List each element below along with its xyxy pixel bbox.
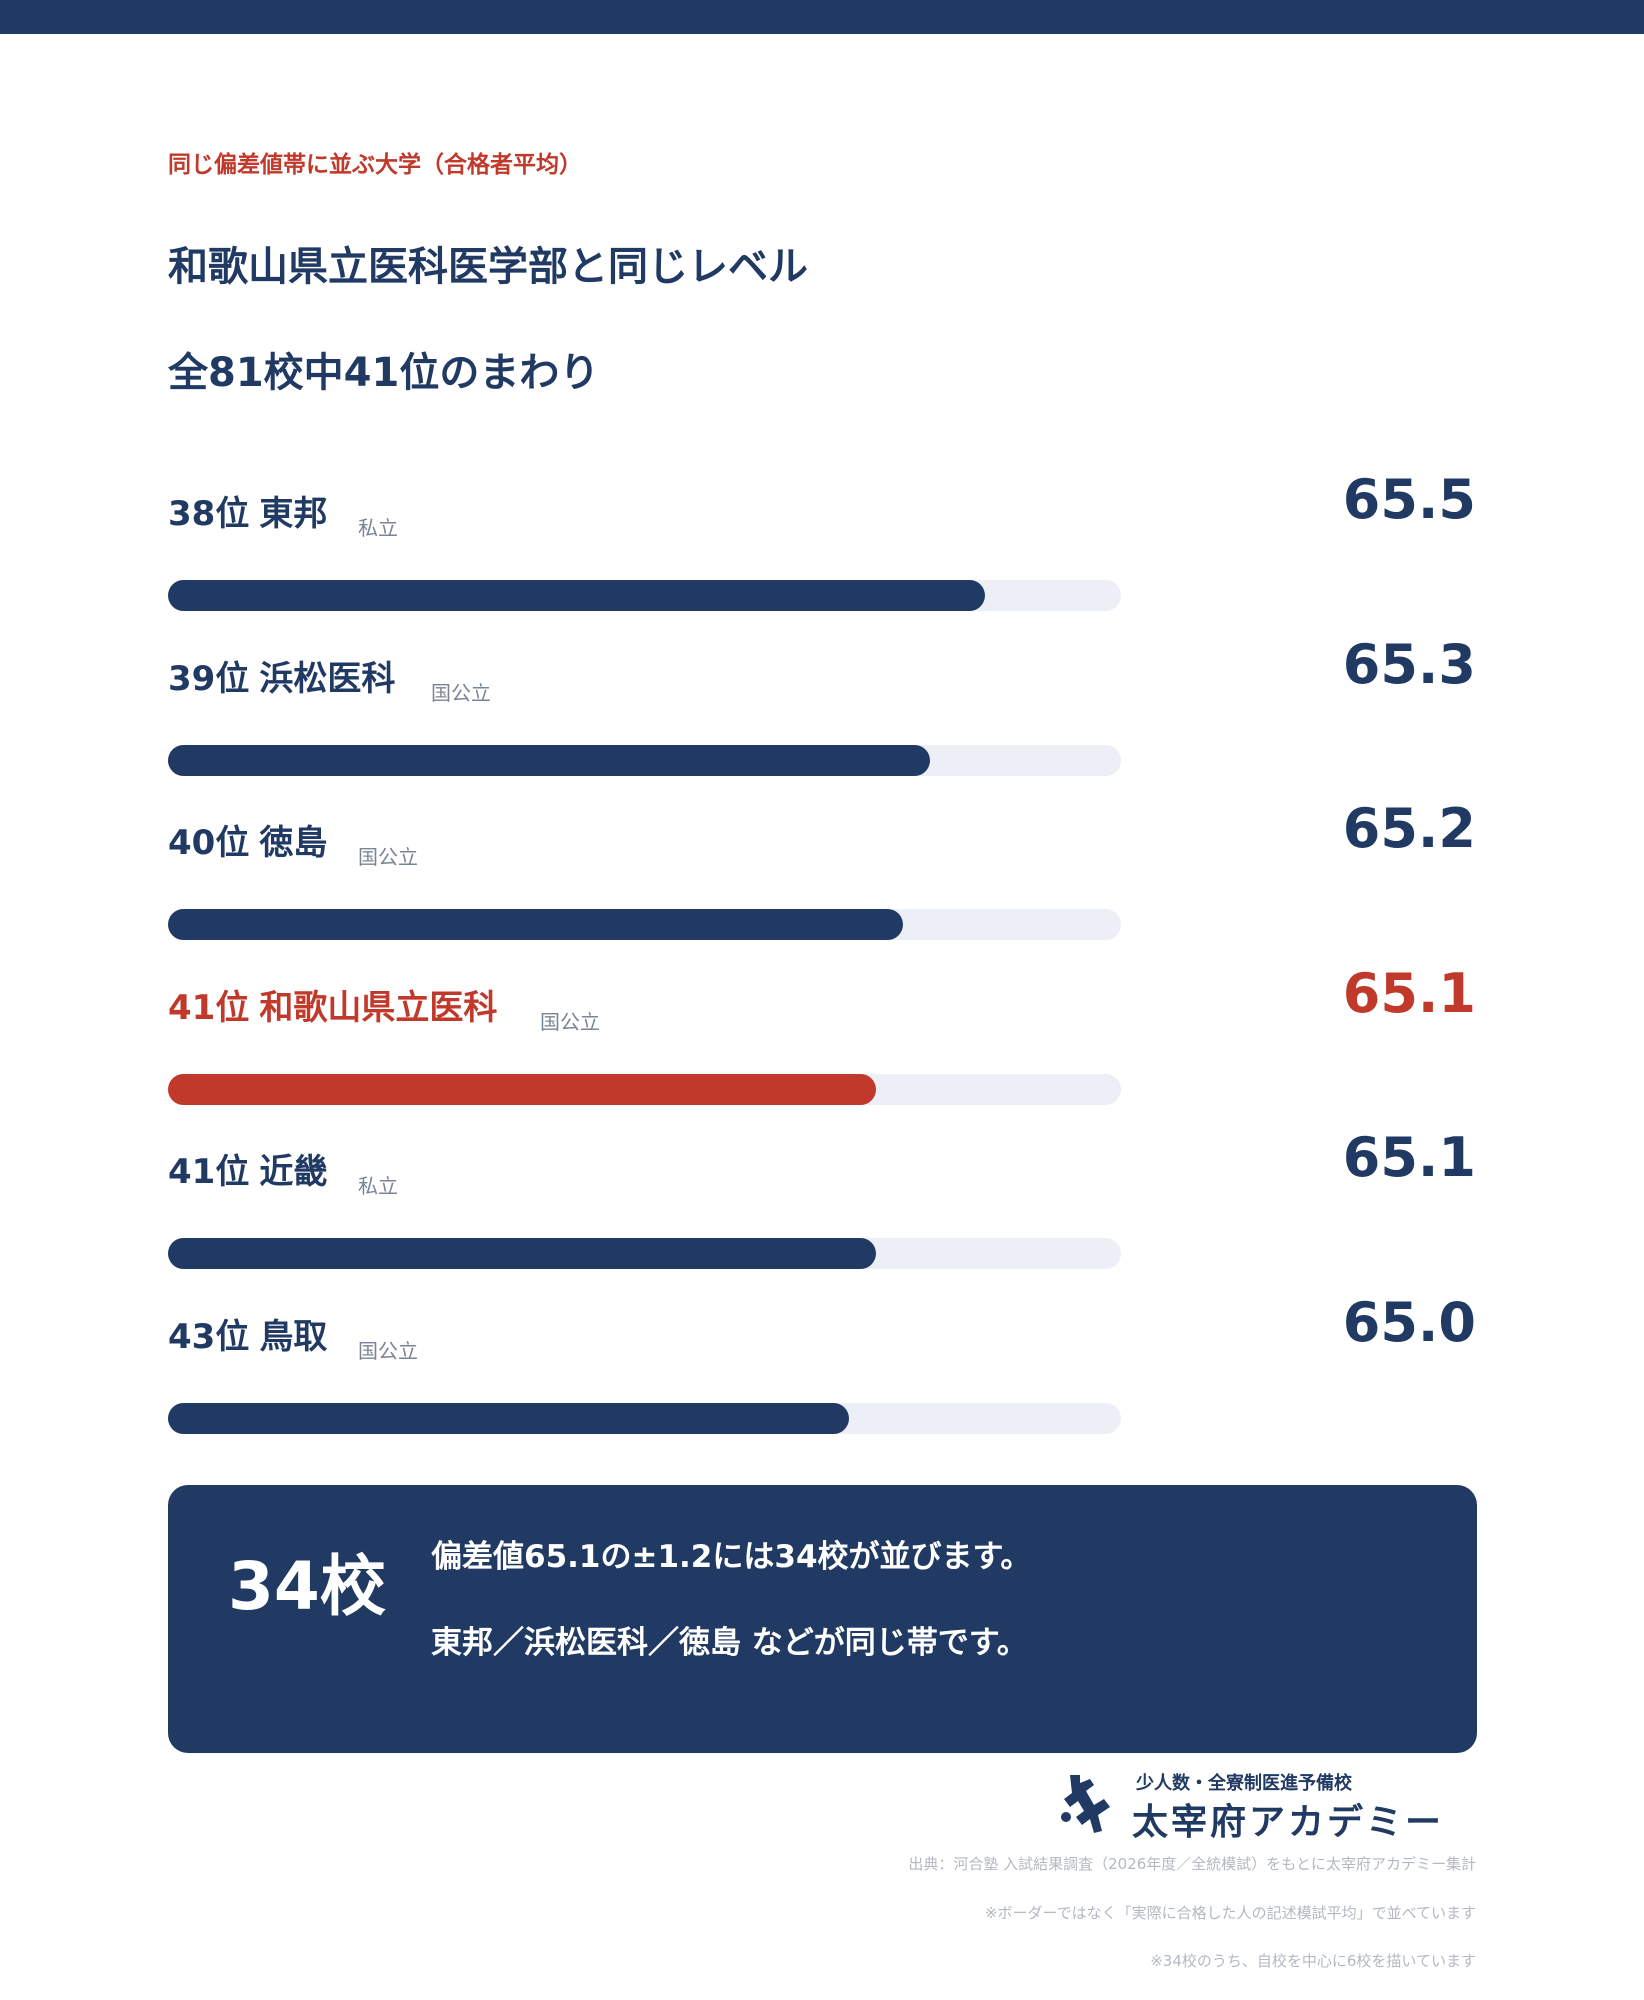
logo-name: 太宰府アカデミー xyxy=(1132,1801,1445,1843)
rank-label: 38位 xyxy=(168,494,250,534)
eyebrow-label: 同じ偏差値帯に並ぶ大学（合格者平均） xyxy=(168,152,582,178)
top-accent-bar xyxy=(0,0,1644,34)
summary-count: 34校 xyxy=(228,1548,386,1625)
scope-note: ※34校のうち、自校を中心に6校を描いています xyxy=(1150,1952,1476,1970)
school-type-label: 国公立 xyxy=(540,1010,600,1034)
rank-label: 43位 xyxy=(168,1317,250,1357)
value-label: 65.2 xyxy=(1342,797,1476,860)
bar-label: 40位 徳島 xyxy=(168,815,327,864)
school-type-label: 私立 xyxy=(358,516,398,540)
university-name: 鳥取 xyxy=(259,1317,328,1357)
bar-fill xyxy=(168,909,903,940)
academy-logo-icon xyxy=(1061,1775,1110,1833)
page-subtitle: 全81校中41位のまわり xyxy=(168,350,600,396)
bar-row: 40位 徳島国公立 65.2 xyxy=(0,797,1644,979)
university-name: 東邦 xyxy=(259,494,328,534)
school-type-label: 国公立 xyxy=(358,845,418,869)
bar-row: 41位 和歌山県立医科国公立 65.1 xyxy=(0,962,1644,1144)
bar-fill xyxy=(168,1074,876,1105)
university-name: 浜松医科 xyxy=(259,659,396,699)
value-label: 65.5 xyxy=(1342,468,1476,531)
rank-label: 41位 xyxy=(168,988,250,1028)
bar-row: 41位 近畿私立 65.1 xyxy=(0,1126,1644,1308)
school-type-label: 私立 xyxy=(358,1174,398,1198)
university-name: 和歌山県立医科 xyxy=(259,988,498,1028)
bar-fill xyxy=(168,745,930,776)
rank-label: 41位 xyxy=(168,1152,250,1192)
bar-row: 39位 浜松医科国公立 65.3 xyxy=(0,633,1644,815)
academy-logo: 少人数・全寮制医進予備校 太宰府アカデミー xyxy=(1052,1765,1477,1843)
university-name: 徳島 xyxy=(259,823,328,863)
bar-fill xyxy=(168,1238,876,1269)
logo-subtitle: 少人数・全寮制医進予備校 xyxy=(1136,1773,1352,1794)
bar-fill xyxy=(168,580,985,611)
university-name: 近畿 xyxy=(259,1152,328,1192)
bar-track xyxy=(168,580,1121,611)
school-type-label: 国公立 xyxy=(358,1339,418,1363)
summary-text-line2: 東邦／浜松医科／徳島 などが同じ帯です。 xyxy=(431,1625,1028,1661)
value-label: 65.1 xyxy=(1342,962,1476,1025)
summary-text-line1: 偏差値65.1の±1.2には34校が並びます。 xyxy=(431,1539,1032,1575)
bar-track xyxy=(168,1074,1121,1105)
bar-track xyxy=(168,909,1121,940)
value-label: 65.1 xyxy=(1342,1126,1476,1189)
rank-label: 39位 xyxy=(168,659,250,699)
bar-label: 38位 東邦 xyxy=(168,486,327,535)
value-label: 65.0 xyxy=(1342,1291,1476,1354)
rank-label: 40位 xyxy=(168,823,250,863)
bar-label: 41位 和歌山県立医科 xyxy=(168,980,497,1029)
bar-track xyxy=(168,1238,1121,1269)
bar-track xyxy=(168,745,1121,776)
ranking-bar-chart: 38位 東邦 私立 65.5 39位 浜松医科 国公立 65.3 40位 徳島 国公立 65.2 41位… xyxy=(0,468,1644,1434)
bar-track xyxy=(168,1403,1121,1434)
summary-card: 34校 偏差値65.1の±1.2には34校が並びます。 東邦／浜松医科／徳島 な… xyxy=(168,1485,1477,1753)
source-note: 出典：河合塾 入試結果調査（2026年度／全統模試）をもとに太宰府アカデミー集計 xyxy=(908,1855,1476,1873)
bar-label: 41位 近畿 xyxy=(168,1144,327,1193)
bar-fill xyxy=(168,1403,849,1434)
bar-row: 38位 東邦私立 65.5 xyxy=(0,468,1644,650)
page-title: 和歌山県立医科医学部と同じレベル xyxy=(168,244,808,290)
bar-row: 43位 鳥取国公立 65.0 xyxy=(0,1291,1644,1473)
bar-label: 39位 浜松医科 xyxy=(168,651,395,700)
bar-label: 43位 鳥取 xyxy=(168,1309,327,1358)
method-note: ※ボーダーではなく「実際に合格した人の記述模試平均」で並べています xyxy=(984,1904,1476,1922)
value-label: 65.3 xyxy=(1342,633,1476,696)
school-type-label: 国公立 xyxy=(431,681,491,705)
